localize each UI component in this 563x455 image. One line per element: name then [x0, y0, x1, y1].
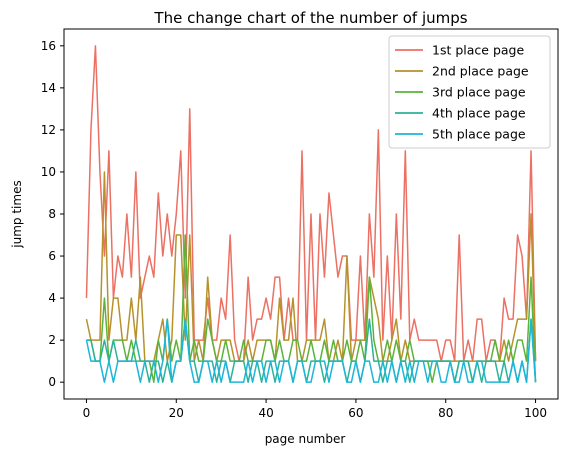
x-tick-label: 100	[524, 406, 547, 420]
y-tick-label: 2	[48, 333, 56, 347]
series-line-5	[85, 318, 537, 383]
x-tick-label: 60	[348, 406, 363, 420]
y-axis-label: jump times	[10, 180, 24, 248]
x-tick-label: 20	[169, 406, 184, 420]
legend-label-4: 4th place page	[432, 106, 526, 121]
y-axis-ticks: 0 2 4 6 8 10 12 14 16	[41, 39, 64, 389]
y-tick-label: 12	[41, 123, 56, 137]
y-tick-label: 16	[41, 39, 56, 53]
y-tick-label: 14	[41, 81, 56, 95]
series-layer	[85, 45, 537, 383]
y-tick-label: 10	[41, 165, 56, 179]
legend-label-1: 1st place page	[432, 43, 524, 58]
chart-title: The change chart of the number of jumps	[153, 9, 467, 27]
series-line-4	[86, 318, 537, 383]
y-tick-label: 6	[48, 249, 56, 263]
legend-label-3: 3rd place page	[432, 85, 526, 100]
x-tick-label: 0	[83, 406, 91, 420]
y-tick-label: 0	[48, 375, 56, 389]
x-axis-ticks: 0 20 40 60 80 100	[83, 399, 547, 420]
x-axis-label: page number	[265, 432, 346, 446]
legend: 1st place page 2nd place page 3rd place pa…	[388, 35, 551, 149]
x-tick-label: 40	[258, 406, 273, 420]
y-tick-label: 8	[48, 207, 56, 221]
y-tick-label: 4	[48, 291, 56, 305]
legend-label-2: 2nd place page	[432, 64, 529, 79]
legend-box	[388, 35, 551, 149]
series-line-1	[85, 45, 537, 362]
x-tick-label: 80	[438, 406, 453, 420]
legend-label-5: 5th place page	[432, 127, 526, 142]
